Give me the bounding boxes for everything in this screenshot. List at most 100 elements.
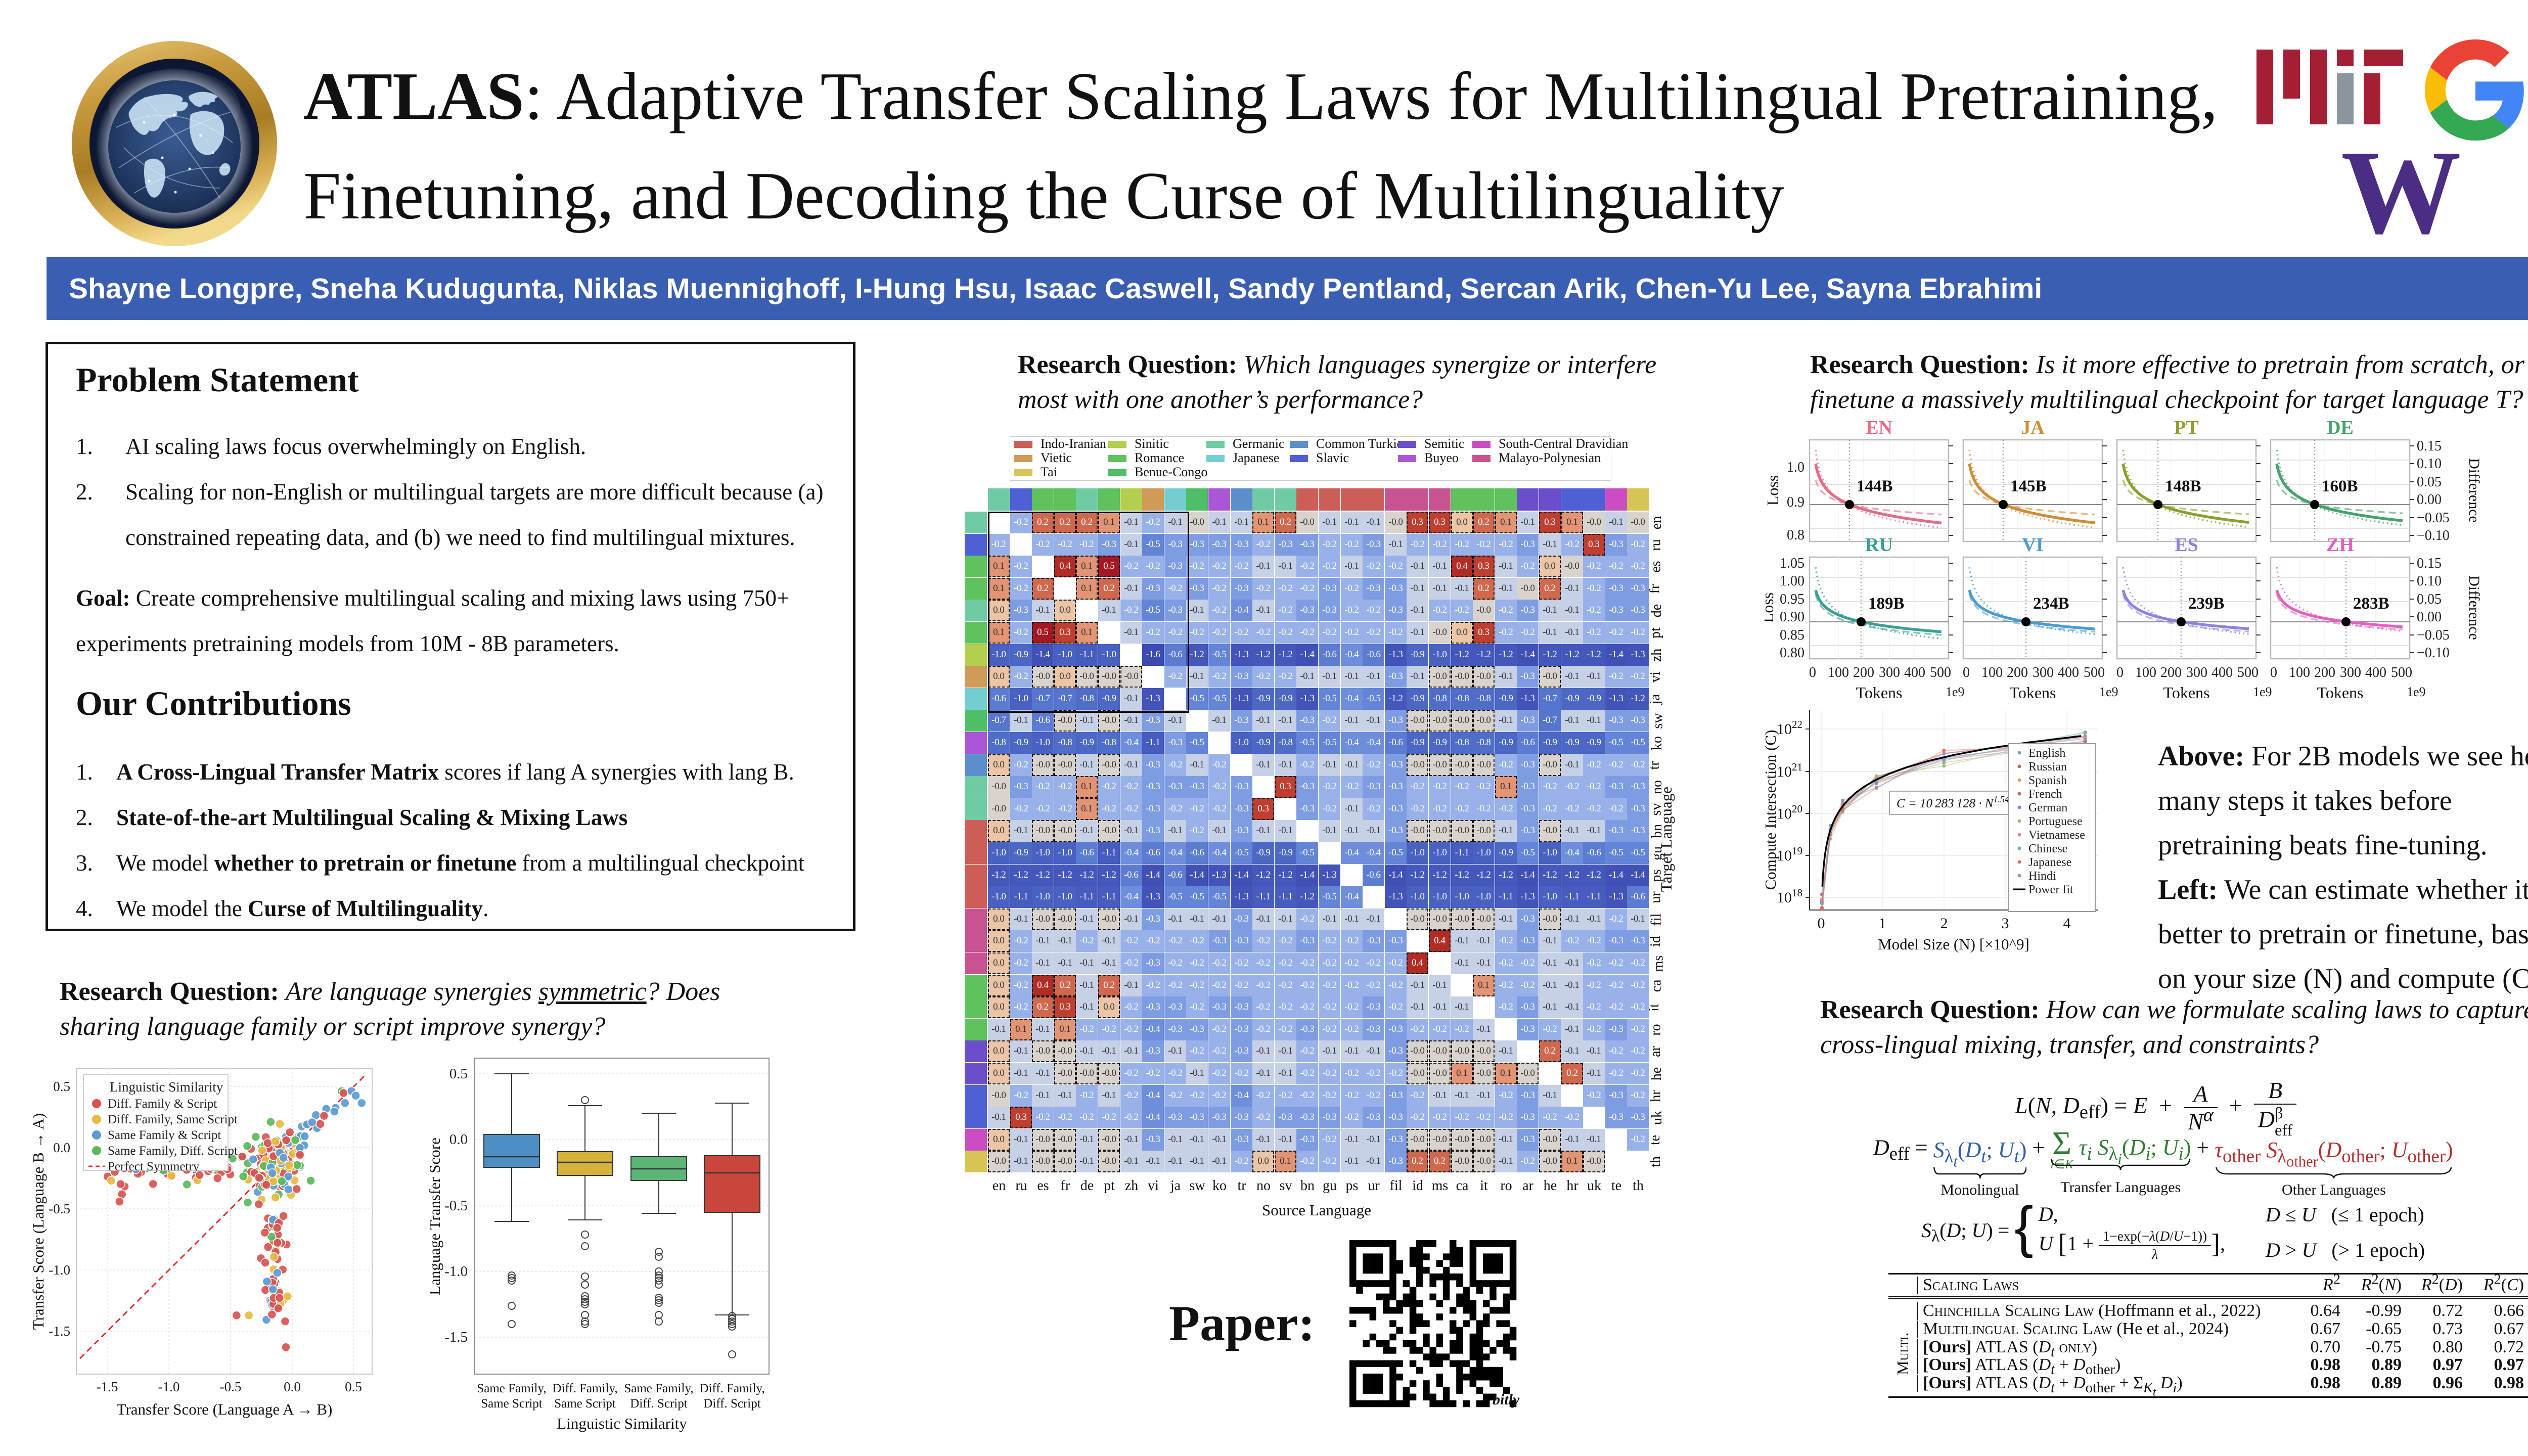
svg-text:Compute Intersection (C): Compute Intersection (C) bbox=[1762, 730, 1779, 890]
svg-text:Difference: Difference bbox=[2466, 458, 2482, 523]
svg-text:1e9: 1e9 bbox=[2407, 685, 2426, 698]
svg-text:VI: VI bbox=[2022, 534, 2043, 556]
svg-text:0.85: 0.85 bbox=[1780, 627, 1804, 643]
svg-text:400: 400 bbox=[2365, 665, 2386, 680]
svg-text:-1.5: -1.5 bbox=[444, 1329, 468, 1345]
svg-text:200: 200 bbox=[1853, 665, 1874, 680]
svg-text:-0.5: -0.5 bbox=[49, 1201, 70, 1216]
svg-text:0.15: 0.15 bbox=[2417, 438, 2442, 454]
svg-text:-0.5: -0.5 bbox=[444, 1198, 468, 1214]
svg-text:0.0: 0.0 bbox=[284, 1379, 301, 1394]
svg-text:Diff. Family & Script: Diff. Family & Script bbox=[108, 1097, 217, 1111]
svg-text:−0.05: −0.05 bbox=[2417, 627, 2450, 643]
svg-text:100: 100 bbox=[1828, 665, 1849, 680]
svg-text:Power fit: Power fit bbox=[2028, 883, 2073, 896]
svg-text:100: 100 bbox=[2289, 665, 2310, 680]
svg-text:100: 100 bbox=[2135, 665, 2156, 680]
svg-text:1e9: 1e9 bbox=[2099, 685, 2118, 698]
svg-text:3: 3 bbox=[2002, 915, 2009, 932]
svg-text:1e9: 1e9 bbox=[2253, 685, 2272, 698]
svg-text:-1.0: -1.0 bbox=[444, 1263, 468, 1280]
svg-text:EN: EN bbox=[1866, 417, 1892, 438]
svg-text:Loss: Loss bbox=[1765, 475, 1782, 506]
svg-text:4: 4 bbox=[2063, 915, 2071, 932]
svg-text:148B: 148B bbox=[2165, 477, 2201, 495]
svg-text:Diff. Family, Same Script: Diff. Family, Same Script bbox=[108, 1113, 238, 1126]
svg-text:Russian: Russian bbox=[2028, 760, 2067, 774]
svg-text:0.00: 0.00 bbox=[2417, 609, 2442, 625]
svg-text:Japanese: Japanese bbox=[2028, 856, 2071, 869]
svg-text:-0.5: -0.5 bbox=[220, 1379, 242, 1394]
svg-text:1: 1 bbox=[1879, 915, 1886, 932]
svg-text:1022: 1022 bbox=[1777, 718, 1802, 738]
svg-text:ZH: ZH bbox=[2326, 534, 2354, 556]
svg-text:1e9: 1e9 bbox=[1946, 685, 1965, 698]
svg-text:0.8: 0.8 bbox=[1787, 527, 1804, 543]
svg-text:239B: 239B bbox=[2188, 595, 2225, 613]
svg-text:Model Size (N) [×10^9]: Model Size (N) [×10^9] bbox=[1878, 935, 2029, 953]
svg-text:0.05: 0.05 bbox=[2417, 592, 2442, 607]
svg-text:Transfer Score (Language B → A: Transfer Score (Language B → A) bbox=[30, 1113, 47, 1330]
svg-text:300: 300 bbox=[1879, 665, 1900, 680]
svg-text:C = 10 283 128 · N1.54: C = 10 283 128 · N1.54 bbox=[1897, 794, 2009, 810]
svg-text:Same Family,: Same Family, bbox=[624, 1382, 693, 1395]
svg-text:0.5: 0.5 bbox=[449, 1066, 468, 1082]
svg-text:−0.10: −0.10 bbox=[2417, 645, 2450, 661]
svg-text:Linguistic Similarity: Linguistic Similarity bbox=[110, 1079, 223, 1095]
svg-text:Diff. Family,: Diff. Family, bbox=[699, 1382, 764, 1395]
svg-text:500: 500 bbox=[2237, 665, 2259, 680]
svg-text:Chinese: Chinese bbox=[2028, 842, 2067, 855]
svg-text:Vietnamese: Vietnamese bbox=[2028, 829, 2085, 842]
svg-text:1.00: 1.00 bbox=[1780, 573, 1804, 589]
svg-text:Diff. Script: Diff. Script bbox=[703, 1397, 760, 1410]
svg-text:−0.10: −0.10 bbox=[2417, 528, 2450, 543]
svg-text:ES: ES bbox=[2175, 534, 2198, 556]
svg-text:-1.0: -1.0 bbox=[49, 1262, 70, 1278]
svg-text:1020: 1020 bbox=[1777, 803, 1802, 822]
svg-text:-1.5: -1.5 bbox=[49, 1324, 70, 1339]
svg-text:100: 100 bbox=[1981, 665, 2003, 680]
svg-text:0.5: 0.5 bbox=[53, 1079, 70, 1094]
svg-text:144B: 144B bbox=[1857, 477, 1893, 495]
svg-text:0.9: 0.9 bbox=[1787, 494, 1804, 510]
svg-text:English: English bbox=[2028, 747, 2065, 760]
svg-text:Loss: Loss bbox=[1765, 593, 1777, 623]
svg-text:189B: 189B bbox=[1868, 595, 1905, 613]
svg-text:0.80: 0.80 bbox=[1780, 645, 1804, 661]
svg-text:1018: 1018 bbox=[1777, 887, 1802, 906]
svg-text:0.05: 0.05 bbox=[2417, 474, 2442, 490]
svg-text:German: German bbox=[2028, 801, 2067, 814]
svg-text:Spanish: Spanish bbox=[2028, 774, 2067, 787]
svg-text:0: 0 bbox=[2116, 665, 2124, 680]
svg-text:Linguistic Similarity: Linguistic Similarity bbox=[557, 1415, 687, 1432]
svg-text:Same Family,: Same Family, bbox=[477, 1382, 546, 1395]
svg-text:200: 200 bbox=[2314, 665, 2335, 680]
svg-text:-1.0: -1.0 bbox=[158, 1379, 180, 1394]
svg-text:French: French bbox=[2028, 788, 2062, 801]
svg-text:Diff. Script: Diff. Script bbox=[630, 1397, 687, 1410]
svg-text:0.5: 0.5 bbox=[345, 1379, 362, 1394]
svg-text:1.0: 1.0 bbox=[1787, 460, 1804, 475]
svg-text:283B: 283B bbox=[2353, 595, 2389, 613]
svg-text:0: 0 bbox=[1818, 915, 1825, 932]
svg-text:Tokens: Tokens bbox=[2163, 684, 2210, 698]
svg-text:JA: JA bbox=[2021, 417, 2045, 438]
svg-text:Tokens: Tokens bbox=[2010, 684, 2056, 698]
svg-text:0.0: 0.0 bbox=[449, 1131, 468, 1148]
svg-text:2: 2 bbox=[1940, 915, 1948, 932]
svg-text:500: 500 bbox=[1930, 665, 1951, 680]
svg-text:234B: 234B bbox=[2033, 595, 2069, 613]
svg-text:1019: 1019 bbox=[1777, 845, 1802, 864]
svg-text:Same Script: Same Script bbox=[481, 1397, 543, 1410]
svg-text:400: 400 bbox=[1904, 665, 1925, 680]
svg-text:PT: PT bbox=[2174, 417, 2199, 438]
svg-text:Diff. Family,: Diff. Family, bbox=[552, 1382, 617, 1395]
svg-text:Portuguese: Portuguese bbox=[2028, 815, 2083, 828]
svg-text:0.15: 0.15 bbox=[2417, 556, 2442, 571]
svg-text:400: 400 bbox=[2211, 665, 2233, 680]
svg-text:300: 300 bbox=[2340, 665, 2361, 680]
svg-text:Same Family & Script: Same Family & Script bbox=[108, 1128, 221, 1142]
svg-text:1021: 1021 bbox=[1777, 761, 1802, 780]
svg-text:Tokens: Tokens bbox=[1856, 684, 1903, 698]
svg-text:400: 400 bbox=[2058, 665, 2079, 680]
